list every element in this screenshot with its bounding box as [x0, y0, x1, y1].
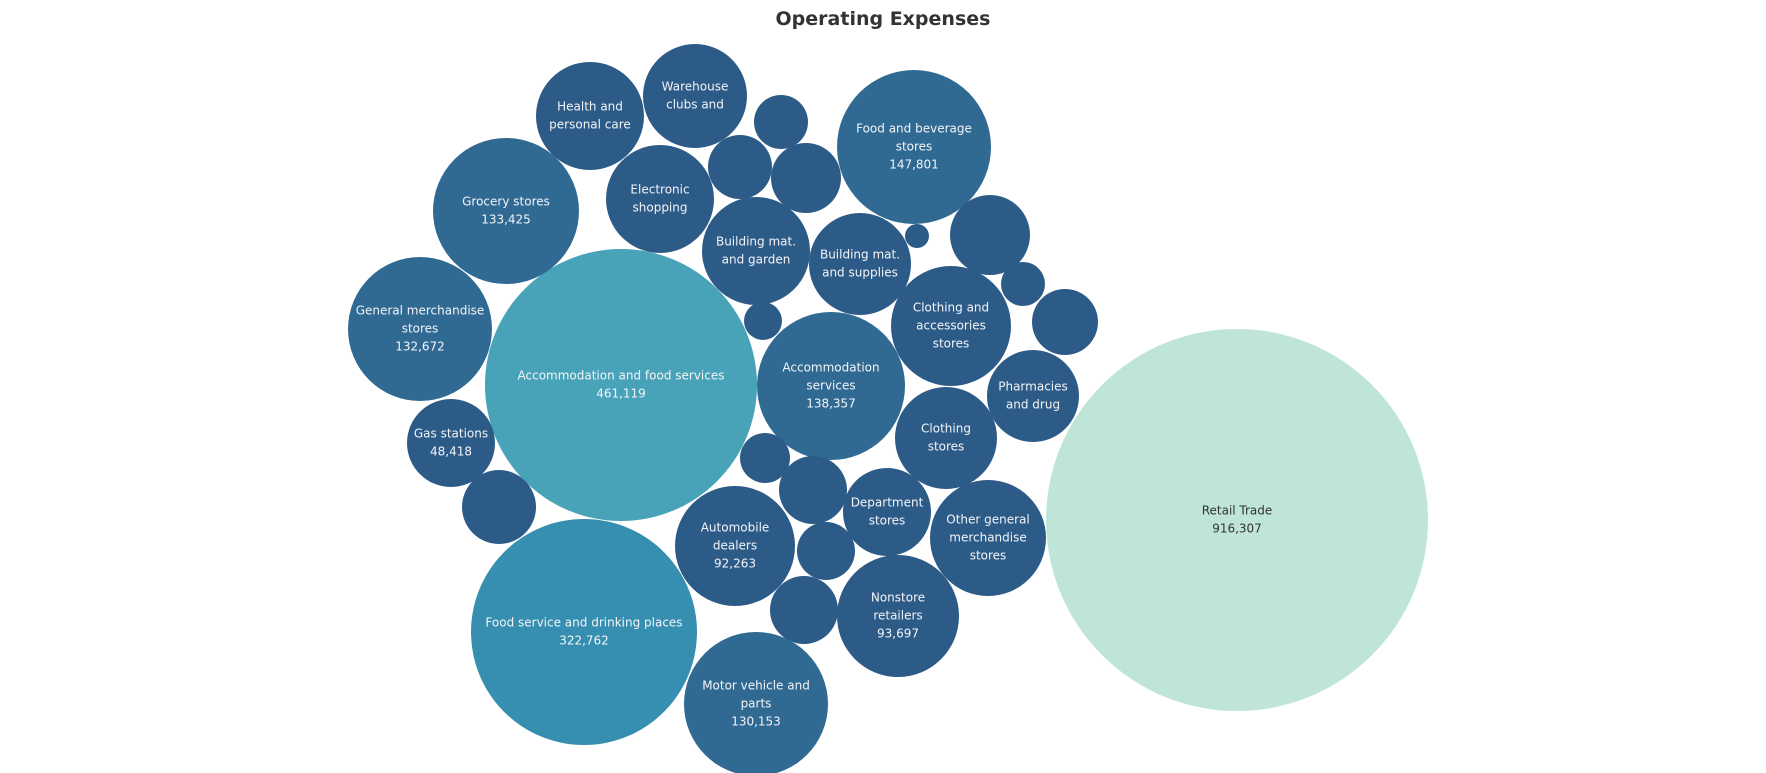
bubble-circle[interactable] — [606, 145, 714, 253]
bubble-circle[interactable] — [536, 62, 644, 170]
bubble-circle[interactable] — [433, 138, 579, 284]
bubble-circle[interactable] — [348, 257, 492, 401]
bubble[interactable]: Building mat.and supplies — [809, 213, 911, 315]
bubble-circle[interactable] — [771, 143, 841, 213]
bubble-circle[interactable] — [843, 468, 931, 556]
bubble-circle[interactable] — [1032, 289, 1098, 355]
bubble[interactable] — [950, 195, 1030, 275]
bubble-circle[interactable] — [930, 480, 1046, 596]
bubble[interactable] — [708, 135, 772, 199]
bubble[interactable] — [754, 95, 808, 149]
bubble-circle[interactable] — [471, 519, 697, 745]
bubble[interactable] — [770, 576, 838, 644]
bubble[interactable] — [1032, 289, 1098, 355]
chart-title: Operating Expenses — [775, 8, 991, 30]
bubble[interactable] — [779, 456, 847, 524]
bubble-circle[interactable] — [1046, 329, 1428, 711]
bubble[interactable] — [797, 522, 855, 580]
bubble[interactable] — [744, 302, 782, 340]
bubble-circle[interactable] — [675, 486, 795, 606]
bubble-circle[interactable] — [837, 70, 991, 224]
bubble[interactable] — [771, 143, 841, 213]
bubble-circle[interactable] — [770, 576, 838, 644]
bubble-circle[interactable] — [1001, 262, 1045, 306]
bubble-circle[interactable] — [485, 249, 757, 521]
bubble-circle[interactable] — [891, 266, 1011, 386]
bubble-circle[interactable] — [462, 470, 536, 544]
bubble-circle[interactable] — [757, 312, 905, 460]
bubble[interactable] — [1001, 262, 1045, 306]
bubble-circle[interactable] — [987, 350, 1079, 442]
bubble[interactable] — [905, 224, 929, 248]
bubble-circle[interactable] — [797, 522, 855, 580]
bubble-circle[interactable] — [950, 195, 1030, 275]
bubble-circle[interactable] — [708, 135, 772, 199]
bubble-circle[interactable] — [809, 213, 911, 315]
bubble-circle[interactable] — [740, 433, 790, 483]
bubble-circle[interactable] — [754, 95, 808, 149]
bubble-circle[interactable] — [744, 302, 782, 340]
bubble[interactable] — [740, 433, 790, 483]
bubble[interactable]: Building mat.and garden — [702, 197, 810, 305]
bubble-circle[interactable] — [643, 44, 747, 148]
bubble-circle[interactable] — [702, 197, 810, 305]
bubble-circle[interactable] — [837, 555, 959, 677]
bubble-circle[interactable] — [407, 399, 495, 487]
bubble-circle[interactable] — [684, 632, 828, 773]
bubble[interactable] — [462, 470, 536, 544]
bubble-circle[interactable] — [905, 224, 929, 248]
bubble-circle[interactable] — [779, 456, 847, 524]
bubble-circle[interactable] — [895, 387, 997, 489]
